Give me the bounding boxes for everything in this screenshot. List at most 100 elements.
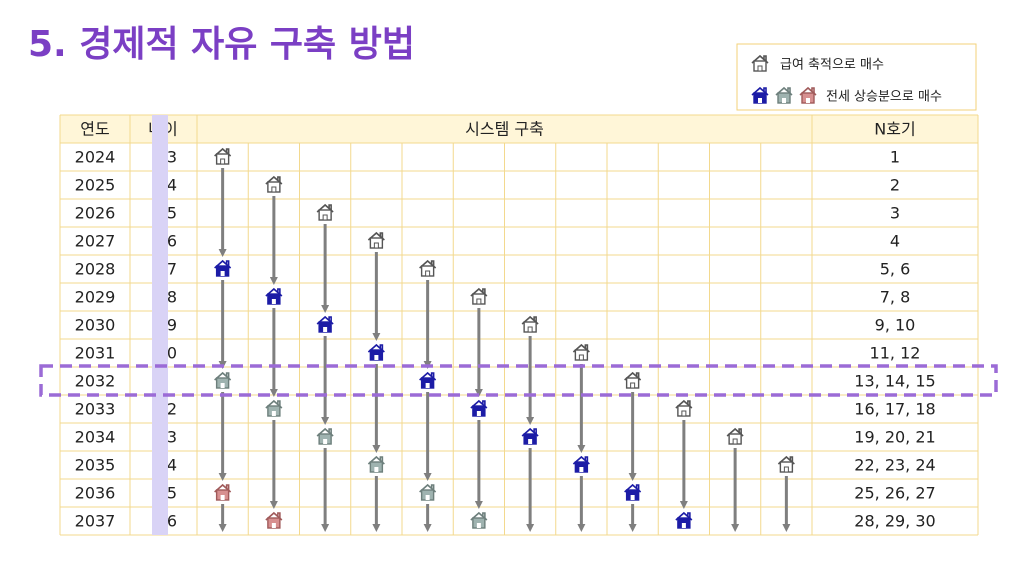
house-door [758, 98, 762, 103]
house-door [271, 299, 276, 304]
house-door [271, 523, 276, 528]
house-door [783, 466, 789, 473]
year-cell: 2036 [75, 484, 116, 503]
house-icon [419, 371, 437, 389]
house-door [476, 411, 481, 416]
year-cell: 2030 [75, 316, 116, 335]
house-door [220, 383, 225, 388]
house-icon [726, 427, 744, 445]
age-cell: 3 [167, 428, 177, 447]
house-icon [751, 54, 769, 72]
house-icon [367, 231, 385, 249]
house-icon [624, 371, 642, 389]
count-cell: 5, 6 [880, 260, 911, 279]
count-cell: 7, 8 [880, 288, 911, 307]
count-cell: 3 [890, 204, 900, 223]
house-icon [675, 511, 693, 529]
house-door [323, 439, 328, 444]
house-icon [624, 483, 642, 501]
house-icon [777, 455, 795, 473]
header-bg [60, 115, 978, 143]
year-cell: 2034 [75, 428, 116, 447]
house-icon [265, 175, 283, 193]
legend-label: 급여 축적으로 매수 [780, 58, 884, 73]
house-door [373, 242, 379, 249]
house-icon [470, 399, 488, 417]
house-icon [572, 343, 590, 361]
house-door [782, 98, 786, 103]
year-cell: 2029 [75, 288, 116, 307]
house-icon [316, 315, 334, 333]
house-icon [265, 399, 283, 417]
house-door [476, 298, 482, 305]
house-door [578, 354, 584, 361]
house-door [425, 383, 430, 388]
count-cell: 28, 29, 30 [854, 512, 935, 531]
age-cell: 4 [167, 456, 177, 475]
house-icon [751, 86, 769, 104]
house-icon [316, 203, 334, 221]
count-cell: 4 [890, 232, 900, 251]
house-door [630, 382, 636, 389]
house-icon [799, 86, 817, 104]
house-icon [521, 315, 539, 333]
count-cell: 22, 23, 24 [854, 456, 935, 475]
house-door [681, 523, 686, 528]
age-cell: 8 [167, 288, 177, 307]
house-icon [419, 259, 437, 277]
count-cell: 1 [890, 148, 900, 167]
count-cell: 2 [890, 176, 900, 195]
year-cell: 2026 [75, 204, 116, 223]
header-cell: N호기 [874, 120, 915, 139]
count-cell: 11, 12 [870, 344, 921, 363]
house-icon [470, 511, 488, 529]
house-door [757, 65, 763, 72]
house-icon [316, 427, 334, 445]
house-door [528, 439, 533, 444]
house-door [425, 495, 430, 500]
age-cell: 3 [167, 148, 177, 167]
year-cell: 2024 [75, 148, 116, 167]
house-door [220, 271, 225, 276]
count-cell: 9, 10 [875, 316, 916, 335]
house-icon [419, 483, 437, 501]
year-cell: 2025 [75, 176, 116, 195]
year-cell: 2028 [75, 260, 116, 279]
house-icon [265, 287, 283, 305]
house-icon [470, 287, 488, 305]
legend-label: 전세 상승분으로 매수 [826, 90, 942, 105]
house-door [681, 410, 687, 417]
year-cell: 2027 [75, 232, 116, 251]
year-cell: 2033 [75, 400, 116, 419]
cover-bar [152, 115, 168, 535]
year-cell: 2037 [75, 512, 116, 531]
house-door [220, 495, 225, 500]
count-cell: 25, 26, 27 [854, 484, 935, 503]
legend-box [736, 43, 977, 111]
house-door [425, 270, 431, 277]
age-cell: 6 [167, 512, 177, 531]
house-icon [214, 259, 232, 277]
house-icon [572, 455, 590, 473]
year-cell: 2032 [75, 372, 116, 391]
age-cell: 0 [167, 344, 177, 363]
house-door [476, 523, 481, 528]
age-cell: 4 [167, 176, 177, 195]
age-cell: 9 [167, 316, 177, 335]
house-icon [367, 455, 385, 473]
year-cell: 2035 [75, 456, 116, 475]
header-cell: 연도 [80, 120, 109, 139]
count-cell: 13, 14, 15 [854, 372, 935, 391]
house-door [271, 411, 276, 416]
age-cell: 6 [167, 232, 177, 251]
house-icon [214, 371, 232, 389]
house-icon [521, 427, 539, 445]
house-icon [214, 483, 232, 501]
house-door [527, 326, 533, 333]
house-door [374, 467, 379, 472]
highlight-box [39, 364, 998, 397]
house-icon [214, 147, 232, 165]
title: 5. 경제적 자유 구축 방법 [28, 24, 415, 65]
age-cell: 5 [167, 484, 177, 503]
